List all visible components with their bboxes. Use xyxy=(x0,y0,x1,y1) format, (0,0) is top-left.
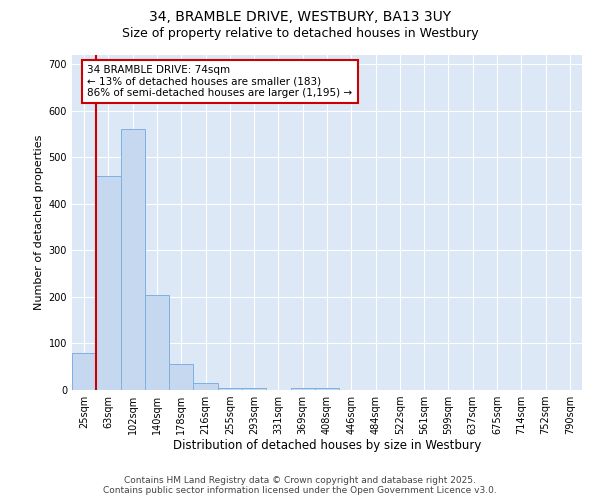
Bar xyxy=(169,364,193,390)
Text: Size of property relative to detached houses in Westbury: Size of property relative to detached ho… xyxy=(122,28,478,40)
Bar xyxy=(96,176,121,390)
Y-axis label: Number of detached properties: Number of detached properties xyxy=(34,135,44,310)
Bar xyxy=(218,388,242,390)
Bar xyxy=(242,388,266,390)
Bar xyxy=(315,388,339,390)
Text: 34, BRAMBLE DRIVE, WESTBURY, BA13 3UY: 34, BRAMBLE DRIVE, WESTBURY, BA13 3UY xyxy=(149,10,451,24)
Bar xyxy=(121,130,145,390)
Bar xyxy=(290,388,315,390)
Text: Contains HM Land Registry data © Crown copyright and database right 2025.
Contai: Contains HM Land Registry data © Crown c… xyxy=(103,476,497,495)
Bar xyxy=(72,353,96,390)
Bar xyxy=(145,294,169,390)
X-axis label: Distribution of detached houses by size in Westbury: Distribution of detached houses by size … xyxy=(173,438,481,452)
Text: 34 BRAMBLE DRIVE: 74sqm
← 13% of detached houses are smaller (183)
86% of semi-d: 34 BRAMBLE DRIVE: 74sqm ← 13% of detache… xyxy=(88,65,352,98)
Bar xyxy=(193,383,218,390)
